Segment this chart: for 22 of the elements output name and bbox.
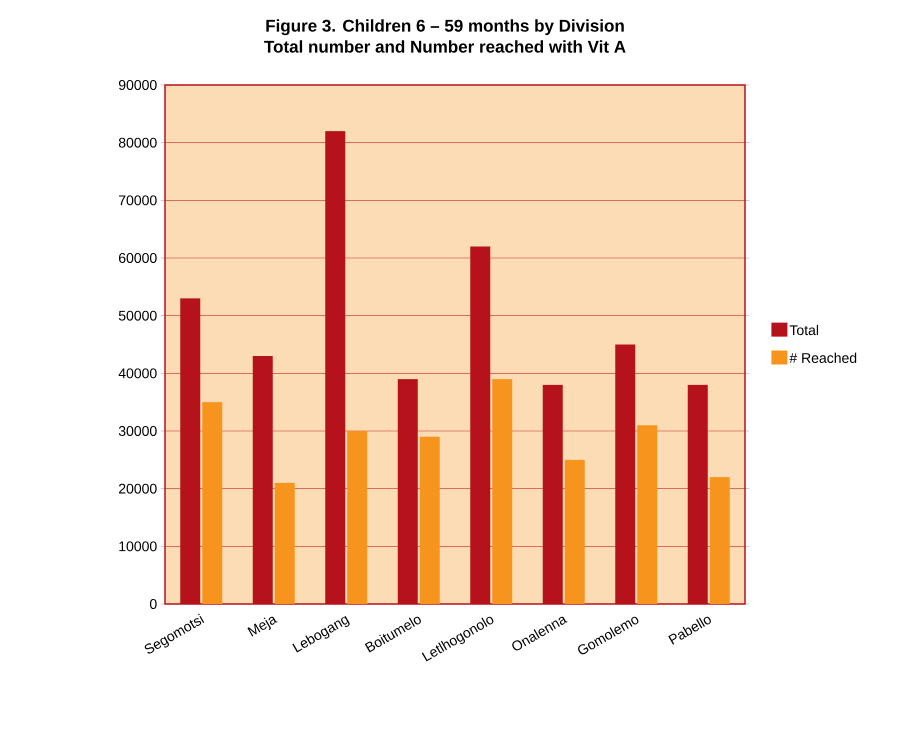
chart-title: Figure 3. Children 6 – 59 months by Division Total number and Number reached with Vit A bbox=[264, 19, 626, 53]
bar bbox=[492, 379, 512, 604]
bar bbox=[564, 460, 585, 604]
y-tick-label: 70000 bbox=[118, 195, 157, 206]
bar bbox=[637, 425, 658, 604]
legend-label: Total bbox=[790, 324, 818, 336]
y-tick-label: 0 bbox=[150, 599, 157, 609]
y-tick-label: 30000 bbox=[118, 426, 157, 436]
y-tick-label: 40000 bbox=[118, 368, 157, 378]
y-tick-label: 20000 bbox=[118, 484, 157, 494]
bar bbox=[347, 431, 368, 604]
bar bbox=[420, 436, 440, 604]
bar bbox=[710, 477, 730, 604]
y-tick-label: 90000 bbox=[118, 80, 157, 90]
y-tick-label: 80000 bbox=[118, 138, 157, 148]
x-tick-label: Meja bbox=[247, 616, 278, 636]
y-tick-label: 50000 bbox=[118, 310, 157, 321]
bar bbox=[202, 402, 222, 604]
y-tick-label: 10000 bbox=[119, 541, 157, 552]
legend-label: # Reached bbox=[789, 352, 856, 363]
bar bbox=[274, 482, 295, 604]
y-tick-label: 60000 bbox=[118, 253, 157, 263]
